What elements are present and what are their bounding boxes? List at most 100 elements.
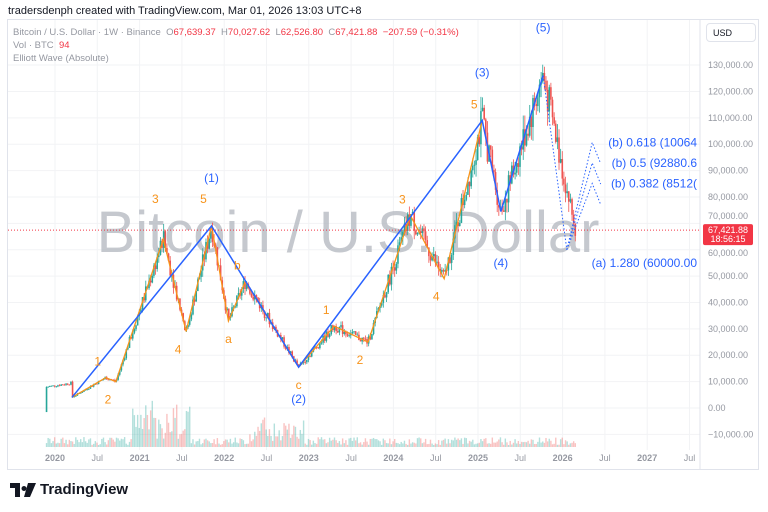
volume-bar: [397, 443, 399, 447]
indicator-label[interactable]: Elliott Wave (Absolute): [13, 53, 109, 64]
volume-bar: [428, 443, 430, 447]
volume-bar: [288, 423, 290, 447]
volume-bar: [389, 438, 391, 447]
volume-bar: [174, 417, 176, 447]
y-tick-label: −10,000.00: [708, 429, 753, 439]
candle-body: [289, 351, 292, 354]
candle-body: [310, 351, 313, 357]
volume-label[interactable]: Vol · BTC: [13, 40, 54, 51]
volume-bar: [249, 434, 251, 447]
volume-bar: [338, 441, 341, 447]
volume-bar: [47, 437, 49, 447]
candle-body: [416, 232, 419, 235]
candle-body: [149, 280, 152, 283]
volume-bar: [514, 439, 516, 447]
candle-body: [263, 310, 266, 318]
volume-bar: [341, 438, 344, 447]
volume-bar: [481, 441, 484, 447]
volume-bar: [226, 439, 228, 447]
volume-bar: [376, 439, 378, 447]
x-tick-label: 2023: [299, 453, 319, 463]
volume-bar: [296, 436, 298, 447]
candle-body: [219, 265, 222, 281]
volume-bar: [433, 444, 435, 447]
volume-bar: [525, 442, 528, 447]
candle-body: [135, 325, 137, 330]
volume-bar: [423, 442, 425, 447]
candle-body: [481, 107, 484, 112]
volume-bar: [470, 441, 472, 447]
tradingview-logo[interactable]: TradingView: [10, 481, 128, 498]
candle-body: [489, 145, 492, 150]
volume-bar: [454, 437, 456, 447]
volume-bar: [128, 441, 131, 447]
volume-bar: [265, 429, 267, 447]
volume-bar: [93, 443, 95, 447]
volume-bar: [200, 444, 202, 447]
candle-body: [551, 99, 554, 118]
candle-body: [50, 385, 53, 387]
volume-bar: [489, 443, 492, 447]
x-tick-label: Jul: [684, 453, 696, 463]
volume-bar: [80, 439, 82, 447]
candle-body: [563, 178, 565, 185]
candle-body: [569, 199, 572, 202]
volume-bar: [356, 437, 358, 447]
x-tick-label: Jul: [92, 453, 104, 463]
volume-bar: [332, 439, 334, 447]
symbol-name[interactable]: Bitcoin / U.S. Dollar · 1W · Binance: [13, 27, 161, 38]
volume-bar: [301, 433, 303, 447]
volume-bar: [452, 440, 454, 447]
currency-button[interactable]: USD: [706, 23, 756, 42]
candle-body: [193, 299, 196, 302]
candle-body: [419, 231, 422, 234]
y-tick-label: 10,000.00: [708, 377, 748, 387]
volume-bar: [364, 438, 367, 447]
candle-body: [460, 198, 463, 223]
volume-bar: [402, 443, 404, 447]
y-tick-label: 40,000.00: [708, 297, 748, 307]
price-badge-value: 67,421.88: [708, 225, 748, 235]
volume-bar: [507, 444, 510, 447]
volume-bar: [491, 437, 494, 447]
candle-body: [400, 237, 403, 243]
volume-bar: [271, 440, 274, 447]
volume-bar: [543, 442, 546, 447]
volume-bar: [68, 439, 71, 447]
volume-bar: [195, 441, 197, 447]
candle-body: [118, 370, 121, 375]
volume-bar: [122, 439, 124, 447]
volume-bar: [294, 426, 297, 447]
chart-pane[interactable]: [7, 19, 759, 470]
candle-body: [335, 326, 337, 332]
volume-bar: [166, 413, 168, 447]
price-badge: [703, 224, 753, 246]
candle-body: [554, 123, 557, 142]
volume-bar: [315, 443, 318, 447]
minor-wave-label: 5: [200, 192, 207, 206]
candle-body: [431, 256, 433, 261]
volume-bar: [223, 441, 225, 447]
candle-body: [515, 163, 518, 173]
volume-bar: [516, 443, 518, 447]
volume-bar: [145, 405, 147, 447]
volume-bar: [185, 410, 188, 447]
volume-bar: [182, 430, 184, 447]
volume-bar: [568, 444, 570, 447]
candle-body: [328, 334, 331, 337]
candle-body: [52, 385, 54, 387]
fib-level-label: (b) 0.5 (92880.6: [612, 156, 698, 170]
volume-bar: [205, 438, 207, 447]
candle-body: [478, 137, 481, 145]
fib-level-label: (b) 0.382 (8512(: [611, 176, 697, 190]
candle-body: [156, 257, 158, 270]
volume-bar: [328, 437, 331, 447]
volume-bar: [231, 443, 233, 447]
candle-body: [252, 296, 254, 300]
volume-bar: [450, 439, 453, 447]
minor-wave-label: 1: [323, 303, 330, 317]
candle-body: [429, 256, 432, 261]
volume-bar: [522, 442, 524, 447]
volume-bar: [140, 414, 142, 447]
